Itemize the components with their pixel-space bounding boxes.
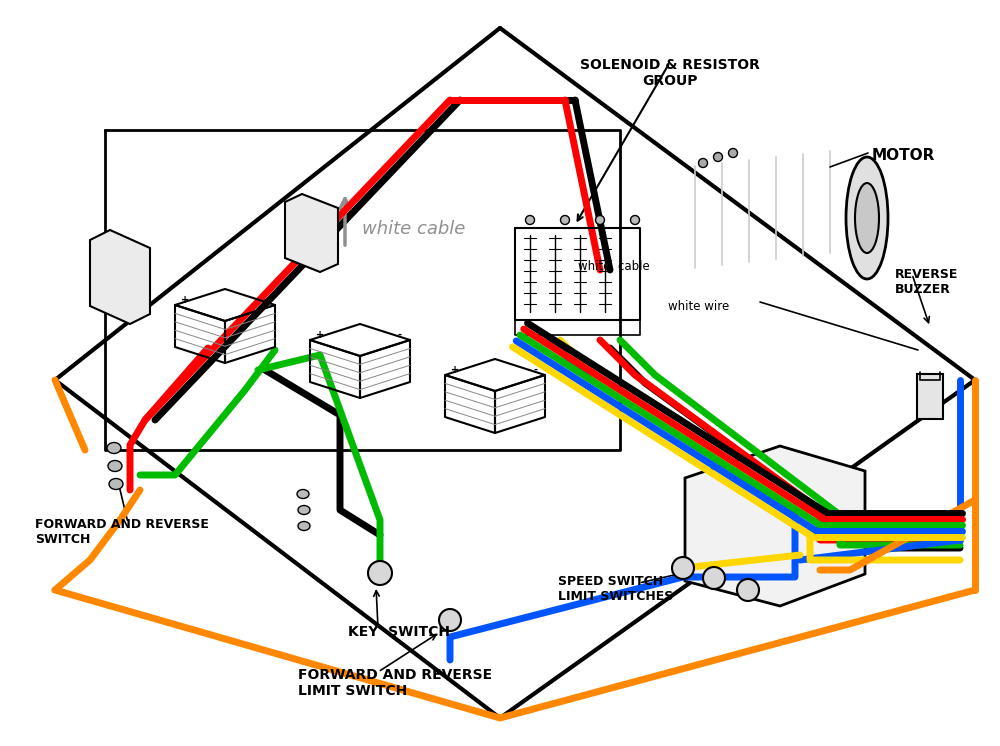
Ellipse shape [526,216,534,225]
Ellipse shape [631,216,640,225]
Ellipse shape [737,579,759,601]
Text: +: + [316,330,324,340]
Text: FORWARD AND REVERSE
SWITCH: FORWARD AND REVERSE SWITCH [35,518,209,546]
Ellipse shape [108,460,122,471]
Ellipse shape [714,152,722,161]
Text: +: + [181,295,189,305]
Ellipse shape [298,506,310,515]
Text: FORWARD AND REVERSE
LIMIT SWITCH: FORWARD AND REVERSE LIMIT SWITCH [298,668,492,698]
Ellipse shape [698,158,708,168]
Polygon shape [285,194,338,272]
Text: -: - [398,330,402,340]
Ellipse shape [596,216,604,225]
Polygon shape [917,374,943,419]
Text: white cable: white cable [362,220,465,238]
Text: SPEED SWITCH
LIMIT SWITCHES: SPEED SWITCH LIMIT SWITCHES [558,575,673,603]
Ellipse shape [703,567,725,589]
Text: white wire: white wire [668,300,729,313]
Polygon shape [685,446,865,606]
Text: white  cable: white cable [578,260,650,273]
Text: -: - [533,365,537,375]
Ellipse shape [560,216,570,225]
Ellipse shape [672,557,694,579]
Ellipse shape [298,521,310,530]
Ellipse shape [109,478,123,489]
Text: MOTOR: MOTOR [872,148,935,163]
Text: -: - [263,295,267,305]
Ellipse shape [107,442,121,454]
Text: +: + [451,365,459,375]
Text: KEY  SWITCH: KEY SWITCH [348,625,450,639]
Text: REVERSE
BUZZER: REVERSE BUZZER [895,268,958,296]
Ellipse shape [846,157,888,279]
Ellipse shape [855,183,879,253]
Polygon shape [90,230,150,324]
Text: SOLENOID & RESISTOR
GROUP: SOLENOID & RESISTOR GROUP [580,58,760,88]
Ellipse shape [439,609,461,631]
Ellipse shape [368,561,392,585]
Ellipse shape [728,148,738,157]
Ellipse shape [297,489,309,498]
